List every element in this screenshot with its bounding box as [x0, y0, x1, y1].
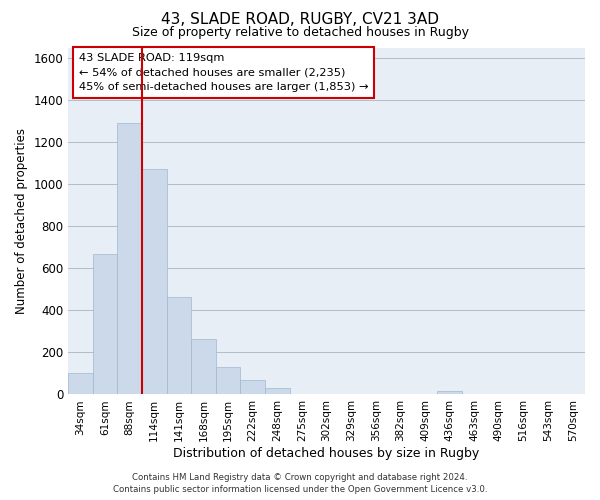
Bar [93, 254, 118, 394]
Bar [437, 392, 462, 394]
Text: Size of property relative to detached houses in Rugby: Size of property relative to detached ho… [131, 26, 469, 39]
Bar [118, 123, 142, 394]
Bar [265, 388, 290, 394]
Bar [167, 296, 191, 394]
Bar [191, 338, 216, 394]
Text: Contains HM Land Registry data © Crown copyright and database right 2024.
Contai: Contains HM Land Registry data © Crown c… [113, 472, 487, 494]
Y-axis label: Number of detached properties: Number of detached properties [15, 128, 28, 314]
X-axis label: Distribution of detached houses by size in Rugby: Distribution of detached houses by size … [173, 447, 480, 460]
Text: 43 SLADE ROAD: 119sqm
← 54% of detached houses are smaller (2,235)
45% of semi-d: 43 SLADE ROAD: 119sqm ← 54% of detached … [79, 52, 368, 92]
Bar [68, 374, 93, 394]
Bar [241, 380, 265, 394]
Text: 43, SLADE ROAD, RUGBY, CV21 3AD: 43, SLADE ROAD, RUGBY, CV21 3AD [161, 12, 439, 28]
Bar [142, 170, 167, 394]
Bar [216, 367, 241, 394]
